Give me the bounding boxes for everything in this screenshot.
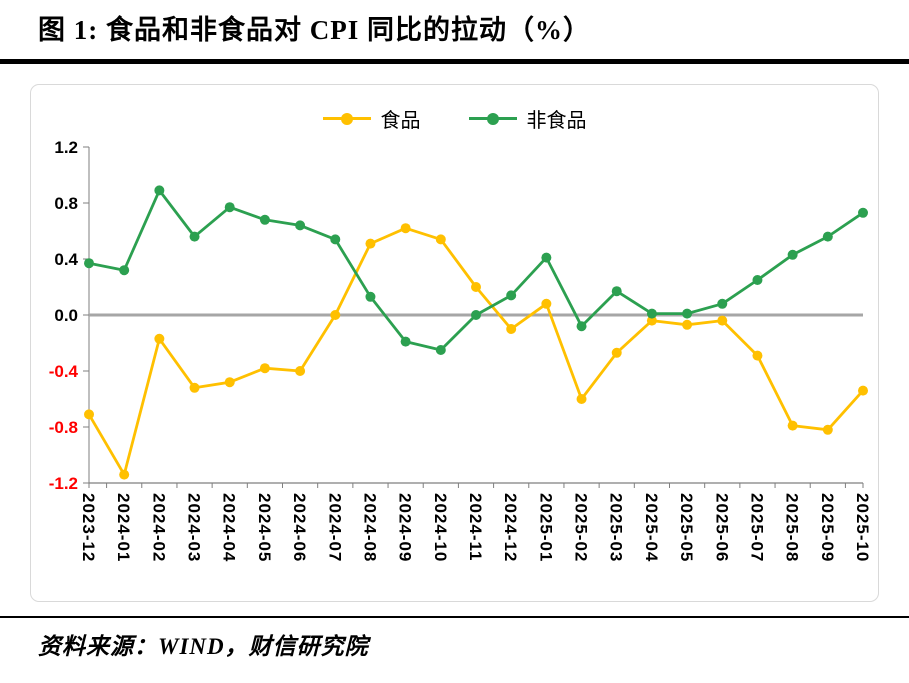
data-point xyxy=(471,281,481,292)
data-point xyxy=(646,308,657,319)
data-point xyxy=(787,249,798,260)
x-tick-label: 2024-02 xyxy=(149,493,168,562)
x-tick-label: 2024-04 xyxy=(220,493,239,562)
data-point xyxy=(611,285,622,296)
x-tick-label: 2024-07 xyxy=(325,493,344,562)
x-tick-label: 2024-12 xyxy=(501,493,520,562)
data-point xyxy=(717,315,728,326)
data-point xyxy=(224,201,235,212)
series-line-1 xyxy=(87,188,865,352)
data-point xyxy=(858,385,868,396)
x-tick-label: 2024-10 xyxy=(431,493,450,562)
data-point xyxy=(84,257,94,268)
legend-line-marker-icon xyxy=(468,112,517,125)
data-point xyxy=(541,298,552,309)
x-tick-label: 2024-11 xyxy=(466,493,485,561)
figure-title: 图 1: 食品和非食品对 CPI 同比的拉动（%） xyxy=(38,15,591,45)
x-tick-label: 2025-04 xyxy=(642,493,661,562)
data-point xyxy=(295,220,306,231)
data-point xyxy=(752,350,763,361)
data-point xyxy=(119,469,130,480)
x-tick-label: 2024-06 xyxy=(290,493,309,562)
legend-dot-icon xyxy=(340,112,353,125)
legend-item-0: 食品 xyxy=(322,104,421,133)
data-point xyxy=(259,362,270,373)
data-point xyxy=(646,315,657,326)
data-point xyxy=(822,231,833,242)
legend-dot-icon xyxy=(486,112,499,125)
data-point xyxy=(541,252,552,263)
y-tick-label: 1.2 xyxy=(54,138,78,157)
x-tick-label: 2025-05 xyxy=(677,493,696,562)
data-point xyxy=(506,323,517,334)
x-tick-label: 2024-08 xyxy=(360,493,379,562)
x-tick-label: 2025-06 xyxy=(712,493,731,562)
data-point xyxy=(858,207,868,218)
data-point xyxy=(365,291,376,302)
series-line-0 xyxy=(87,226,865,476)
data-point xyxy=(506,290,517,301)
data-point xyxy=(119,264,130,275)
data-point xyxy=(365,238,376,249)
y-tick-label: -1.2 xyxy=(49,474,78,493)
data-point xyxy=(189,231,200,242)
x-tick-label: 2024-03 xyxy=(185,493,204,562)
data-point xyxy=(295,365,306,376)
data-point xyxy=(435,344,446,355)
data-point xyxy=(752,274,763,285)
data-point xyxy=(84,409,94,420)
x-tick-label: 2025-02 xyxy=(572,493,591,562)
data-point xyxy=(154,333,165,344)
y-tick-label: 0.8 xyxy=(54,194,78,213)
data-point xyxy=(682,308,693,319)
data-point xyxy=(822,424,833,435)
y-tick-label: -0.8 xyxy=(49,418,78,437)
x-tick-label: 2024-05 xyxy=(255,493,274,562)
data-point xyxy=(787,420,798,431)
legend-label: 食品 xyxy=(380,110,421,133)
x-tick-label: 2025-08 xyxy=(783,493,802,562)
data-point xyxy=(224,376,235,387)
x-tick-label: 2025-03 xyxy=(607,493,626,562)
y-tick-label: -0.4 xyxy=(49,362,79,381)
x-tick-label: 2025-01 xyxy=(536,493,555,562)
data-point xyxy=(435,234,446,245)
data-point xyxy=(330,309,341,320)
data-point xyxy=(682,319,693,330)
y-tick-label: 0.0 xyxy=(54,306,78,325)
legend-line-marker-icon xyxy=(322,112,371,125)
x-tick-label: 2024-09 xyxy=(396,493,415,562)
title-divider xyxy=(0,58,909,64)
data-point xyxy=(400,222,411,233)
chart-legend: 食品 非食品 xyxy=(31,105,878,133)
x-tick-label: 2023-12 xyxy=(79,493,98,562)
x-tick-label: 2025-10 xyxy=(853,493,872,562)
data-point xyxy=(154,185,165,196)
data-point xyxy=(259,214,270,225)
data-point xyxy=(576,393,587,404)
data-point xyxy=(611,347,622,358)
data-point xyxy=(189,382,200,393)
source-text: 资料来源：WIND，财信研究院 xyxy=(38,633,369,659)
data-point xyxy=(400,336,411,347)
data-point xyxy=(576,320,587,331)
data-point xyxy=(717,298,728,309)
data-point xyxy=(471,309,481,320)
legend-item-1: 非食品 xyxy=(468,104,587,133)
x-tick-label: 2025-09 xyxy=(818,493,837,562)
chart-container: 食品 非食品 1.2 0.8 0.4 0.0 -0.4 -0.8 -1.2 2023-12 202… xyxy=(30,83,879,602)
legend-label: 非食品 xyxy=(526,110,587,133)
data-point xyxy=(330,234,341,245)
x-tick-label: 2024-01 xyxy=(114,493,133,562)
y-tick-label: 0.4 xyxy=(54,250,78,269)
source-divider xyxy=(0,615,909,618)
x-tick-label: 2025-07 xyxy=(747,493,766,562)
